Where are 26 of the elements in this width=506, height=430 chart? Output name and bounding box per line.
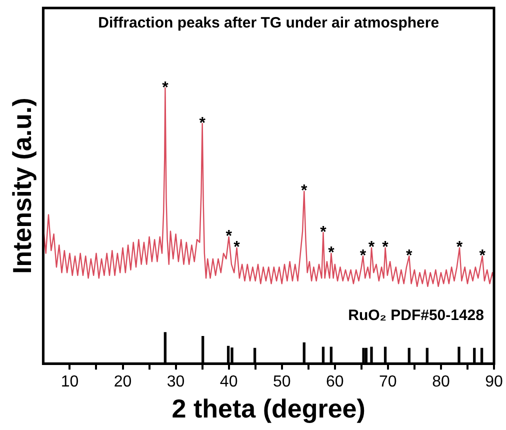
annotation: * bbox=[456, 239, 464, 256]
x-tick-label: 10 bbox=[60, 374, 79, 391]
annotation: * bbox=[226, 228, 233, 246]
annotation: * bbox=[301, 182, 308, 200]
x-tick-label: 50 bbox=[272, 374, 291, 391]
annotation: * bbox=[406, 248, 414, 264]
x-tick-label: 20 bbox=[114, 374, 132, 391]
x-tick-label: 30 bbox=[166, 374, 185, 391]
annotation: * bbox=[328, 244, 336, 262]
annotation: * bbox=[199, 114, 206, 132]
annotation: * bbox=[368, 239, 376, 256]
x-tick-label: 80 bbox=[432, 374, 450, 391]
annotation: * bbox=[234, 239, 241, 256]
annotation: * bbox=[162, 79, 170, 96]
x-tick-label: 60 bbox=[326, 374, 344, 391]
annotation: * bbox=[382, 239, 390, 256]
chart-title: Diffraction peaks after TG under air atmosphere bbox=[98, 14, 440, 32]
annotation: * bbox=[479, 248, 486, 264]
annotation: * bbox=[320, 224, 328, 242]
y-axis-title: Intensity (a.u.) bbox=[6, 98, 37, 274]
series-label: RuO₂ PDF#50-1428 bbox=[348, 307, 484, 324]
x-tick-label: 70 bbox=[379, 374, 397, 391]
annotation: * bbox=[360, 248, 367, 264]
x-tick-label: 40 bbox=[220, 374, 238, 391]
x-axis-title: 2 theta (degree) bbox=[172, 394, 366, 424]
x-tick-label: 90 bbox=[485, 374, 503, 391]
